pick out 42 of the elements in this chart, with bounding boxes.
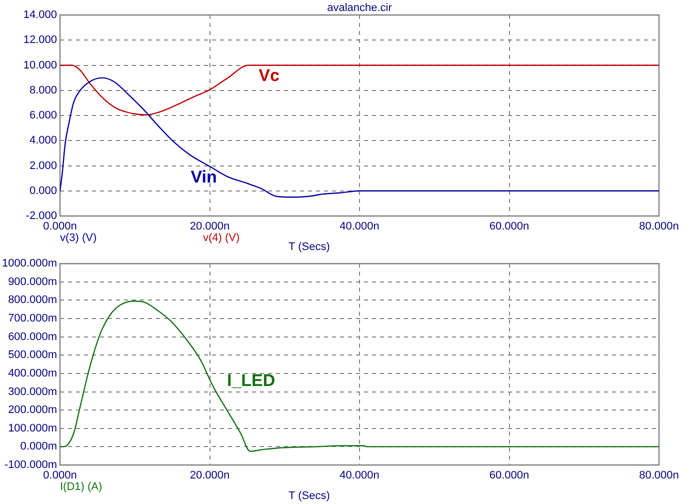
- y-tick-label: 0.000: [29, 184, 57, 197]
- text: v(4) (V): [203, 232, 240, 244]
- y-tick-label: -2.000: [26, 210, 57, 222]
- x-tick-label: 80.000n: [639, 220, 679, 233]
- x-tick-label: 0.000n: [43, 470, 77, 482]
- x-axis-title: T (Secs): [288, 241, 330, 254]
- annotation: Vc: [258, 66, 280, 85]
- text: I(D1) (A): [60, 481, 102, 494]
- chart-title: avalanche.cir: [327, 2, 392, 14]
- y-tick-label: 0.000m: [20, 440, 57, 453]
- y-tick-label: 800.000m: [8, 294, 57, 306]
- text: v(3) (V): [60, 232, 97, 244]
- y-tick-label: 4.000: [29, 134, 57, 147]
- y-tick-label: 900.000m: [8, 276, 57, 288]
- y-tick-label: 6.000: [29, 110, 57, 122]
- y-tick-label: 8.000: [29, 84, 57, 96]
- y-tick-label: 500.000m: [8, 349, 57, 362]
- annotation: Vin: [190, 167, 217, 186]
- annotation: I_LED: [226, 370, 276, 390]
- x-tick-label: 40.000n: [340, 470, 380, 482]
- y-tick-label: 200.000m: [8, 404, 57, 416]
- y-tick-label: 1000.000m: [2, 258, 57, 270]
- y-tick-label: 10.000: [23, 59, 57, 72]
- y-tick-label: 14.000: [23, 9, 57, 22]
- y-tick-label: 300.000m: [8, 386, 57, 398]
- x-tick-label: 60.000n: [489, 220, 530, 233]
- y-tick-label: 600.000m: [8, 330, 57, 343]
- y-tick-label: 2.000: [29, 160, 57, 172]
- y-tick-label: 400.000m: [8, 367, 57, 380]
- x-tick-label: 40.000n: [340, 220, 380, 233]
- line-series: [60, 300, 659, 452]
- x-axis-title: T (Secs): [288, 490, 330, 502]
- x-tick-label: 20.000n: [190, 220, 230, 233]
- y-tick-label: 100.000m: [8, 422, 57, 434]
- line-series: [60, 64, 659, 116]
- y-tick-label: 12.000: [23, 34, 57, 46]
- y-tick-label: 700.000m: [8, 312, 57, 325]
- x-tick-label: 60.000n: [489, 470, 530, 482]
- y-tick-label: -100.000m: [4, 459, 57, 472]
- x-tick-label: 0.000n: [43, 220, 77, 233]
- x-tick-label: 20.000n: [190, 470, 230, 482]
- x-tick-label: 80.000n: [639, 470, 679, 482]
